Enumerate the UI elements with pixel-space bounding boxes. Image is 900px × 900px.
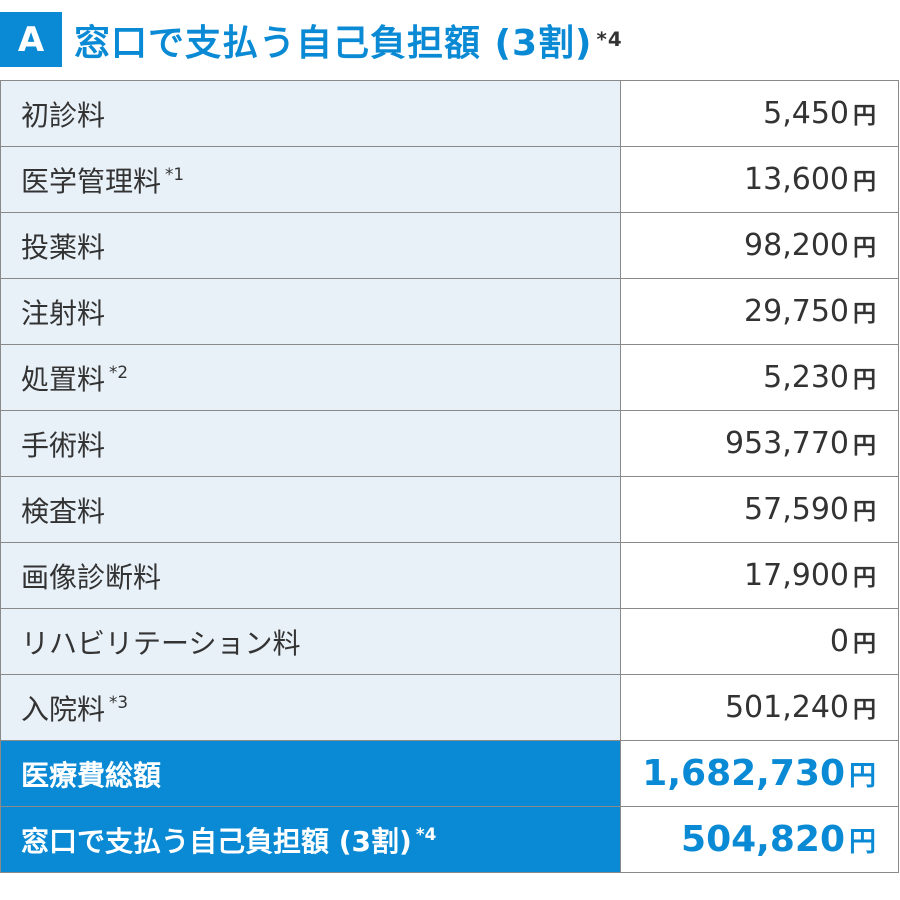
table-row: 処置料 *2 5,230 円 [0,344,899,411]
fee-label: リハビリテーション料 [21,626,301,660]
total-label: 医療費総額 [21,758,162,792]
fee-label-cell: 画像診断料 [0,542,621,609]
fee-label: 手術料 [21,428,106,462]
fee-amount-cell: 953,770 円 [620,410,899,477]
table-row: 検査料 57,590 円 [0,476,899,543]
fee-label: 注射料 [21,296,106,330]
fee-label: 入院料 *3 [21,692,129,726]
fee-label-cell: 投薬料 [0,212,621,279]
fee-label-cell: 医学管理料 *1 [0,146,621,213]
fee-label-cell: 検査料 [0,476,621,543]
fee-amount-cell: 57,590 円 [620,476,899,543]
fee-label: 医学管理料 *1 [21,164,185,198]
yen-unit: 円 [853,565,876,591]
total-amount: 1,682,730 [642,753,845,794]
fee-amount-cell: 5,450 円 [620,80,899,147]
table-row: 画像診断料 17,900 円 [0,542,899,609]
fee-amount: 953,770 [724,426,849,461]
total-row-copay: 窓口で支払う自己負担額 (3割) *4 504,820 円 [0,806,899,873]
fee-amount-cell: 13,600 円 [620,146,899,213]
table-row: 手術料 953,770 円 [0,410,899,477]
fee-label-cell: 注射料 [0,278,621,345]
section-title-note: *4 [596,28,623,51]
total-amount-cell: 1,682,730 円 [620,740,899,807]
yen-unit: 円 [853,499,876,525]
section-title: 窓口で支払う自己負担額 (3割) *4 [74,12,623,67]
fee-label: 投薬料 [21,230,106,264]
fee-amount: 57,590 [744,492,849,527]
fee-amount: 0 [829,624,849,659]
total-amount-cell: 504,820 円 [620,806,899,873]
fee-label: 検査料 [21,494,106,528]
total-row-medical-cost: 医療費総額 1,682,730 円 [0,740,899,807]
total-label-cell: 医療費総額 [0,740,621,807]
fee-label-cell: 入院料 *3 [0,674,621,741]
total-amount: 504,820 [681,819,845,860]
table-row: 初診料 5,450 円 [0,80,899,147]
table-row: 注射料 29,750 円 [0,278,899,345]
section-badge: A [0,12,62,67]
yen-unit: 円 [853,169,876,195]
fee-amount: 13,600 [744,162,849,197]
table-row: 入院料 *3 501,240 円 [0,674,899,741]
table-row: 医学管理料 *1 13,600 円 [0,146,899,213]
fee-label: 処置料 *2 [21,362,129,396]
fee-label-cell: 処置料 *2 [0,344,621,411]
yen-unit: 円 [849,827,876,858]
table-row: 投薬料 98,200 円 [0,212,899,279]
section-header: A 窓口で支払う自己負担額 (3割) *4 [0,0,900,82]
fee-label: 初診料 [21,98,106,132]
yen-unit: 円 [853,367,876,393]
total-label: 窓口で支払う自己負担額 (3割) *4 [21,824,437,858]
yen-unit: 円 [853,301,876,327]
total-label-cell: 窓口で支払う自己負担額 (3割) *4 [0,806,621,873]
fee-amount-cell: 98,200 円 [620,212,899,279]
yen-unit: 円 [853,697,876,723]
fee-amount: 5,450 [763,96,849,131]
yen-unit: 円 [853,103,876,129]
fee-amount: 29,750 [744,294,849,329]
fee-amount-cell: 5,230 円 [620,344,899,411]
fee-label-cell: 初診料 [0,80,621,147]
fee-amount: 5,230 [763,360,849,395]
yen-unit: 円 [849,761,876,792]
fee-amount: 17,900 [744,558,849,593]
fee-label-cell: リハビリテーション料 [0,608,621,675]
fee-label: 画像診断料 [21,560,162,594]
fee-table: 初診料 5,450 円 医学管理料 *1 13,600 円 投薬料 98,200 円 注… [0,80,899,873]
fee-amount-cell: 501,240 円 [620,674,899,741]
fee-label-cell: 手術料 [0,410,621,477]
fee-amount: 501,240 [724,690,849,725]
yen-unit: 円 [853,631,876,657]
fee-amount-cell: 29,750 円 [620,278,899,345]
section-title-text: 窓口で支払う自己負担額 (3割) [74,22,593,64]
fee-amount-cell: 17,900 円 [620,542,899,609]
yen-unit: 円 [853,433,876,459]
yen-unit: 円 [853,235,876,261]
fee-amount: 98,200 [744,228,849,263]
